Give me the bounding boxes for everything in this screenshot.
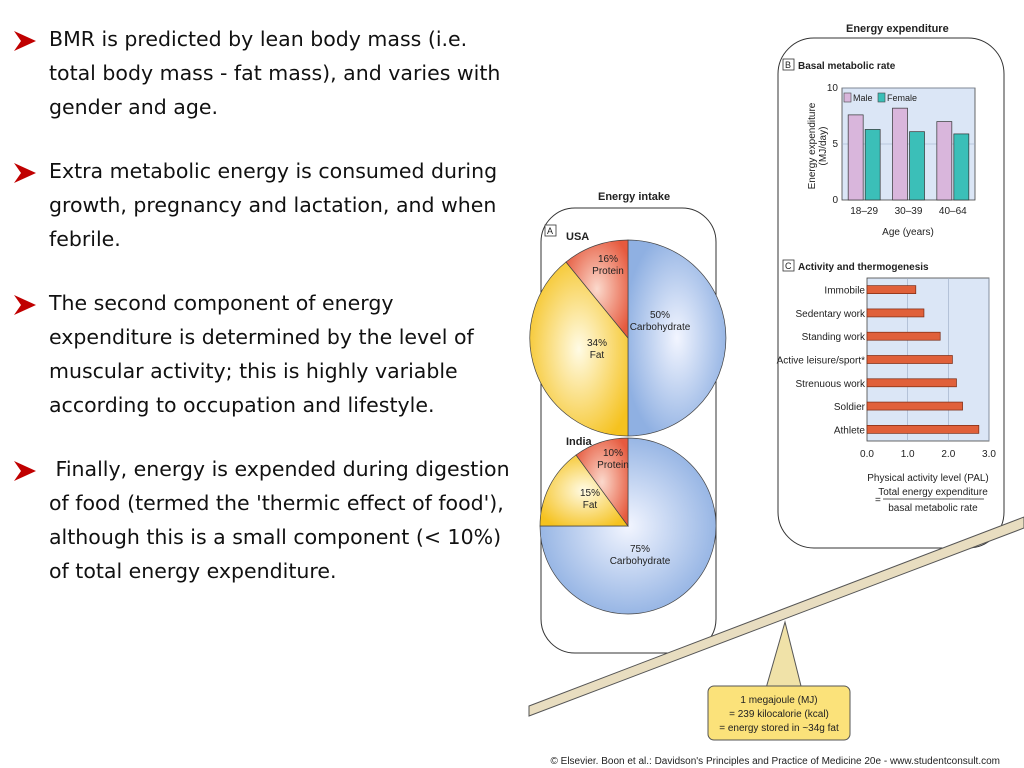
- bullet-text: The second component of energy expenditu…: [49, 291, 474, 417]
- x-tick-label: 40–64: [939, 206, 967, 217]
- activity-bar: [866, 331, 941, 341]
- arrow-bullet-icon: [14, 295, 36, 315]
- y-tick-label: 0: [832, 195, 838, 206]
- usa-label: USA: [566, 231, 589, 243]
- x-tick-label: 30–39: [895, 206, 923, 217]
- legend-label-female: Female: [887, 93, 917, 103]
- balance-beam: [528, 516, 1024, 717]
- bmr-ylabel: Energy expenditure: [807, 102, 818, 189]
- bullet-item-2: Extra metabolic energy is consumed durin…: [0, 154, 520, 256]
- legend-label-male: Male: [853, 93, 873, 103]
- x-tick-label: 2.0: [941, 449, 955, 460]
- bullet-list: BMR is predicted by lean body mass (i.e.…: [0, 22, 520, 618]
- panel-letter-box: [544, 224, 557, 237]
- category-label: Sedentary work: [796, 309, 866, 320]
- india-carb-label: Carbohydrate: [610, 556, 671, 567]
- unit-note-line-3: = energy stored in ~34g fat: [719, 723, 839, 734]
- usa-fat-pct: 34%: [587, 338, 607, 349]
- india-fat-pct: 15%: [580, 488, 600, 499]
- formula-numerator: Total energy expenditure: [878, 487, 988, 498]
- formula-denominator: basal metabolic rate: [888, 503, 978, 514]
- y-tick-label: 5: [832, 139, 838, 150]
- activity-xlabel: Physical activity level (PAL): [867, 473, 989, 484]
- category-label: Athlete: [834, 425, 866, 436]
- bar-male: [892, 107, 908, 201]
- india-fat-label: Fat: [583, 500, 598, 511]
- category-label: Strenuous work: [796, 379, 866, 390]
- legend-swatch-female: [877, 92, 886, 103]
- usa-carbohydrate-slice: [627, 239, 727, 437]
- category-label: Standing work: [802, 332, 866, 343]
- bar-female: [864, 129, 881, 201]
- activity-bar: [866, 355, 953, 364]
- usa-protein-slice: [565, 239, 629, 339]
- india-protein-label: Protein: [597, 460, 629, 471]
- energy-intake-title: Energy intake: [598, 191, 670, 203]
- activity-bar: [866, 401, 963, 411]
- panel-letter: A: [547, 226, 553, 236]
- panel-letter: C: [785, 261, 792, 271]
- bullet-item-1: BMR is predicted by lean body mass (i.e.…: [0, 22, 520, 124]
- usa-fat-slice: [529, 261, 629, 437]
- category-label: Active leisure/sport*: [777, 356, 865, 367]
- category-label: Soldier: [834, 402, 866, 413]
- arrow-bullet-icon: [14, 163, 36, 183]
- india-pie: 10% Protein 15% Fat 75% Carbohydrate: [539, 437, 717, 615]
- panel-letter-box: [782, 259, 795, 272]
- category-label: Immobile: [824, 286, 865, 297]
- x-tick-label: 3.0: [982, 449, 996, 460]
- panel-letter: B: [785, 60, 791, 70]
- unit-note-line-2: = 239 kilocalorie (kcal): [729, 709, 829, 720]
- bar-female: [953, 133, 970, 201]
- india-fat-slice: [539, 454, 629, 527]
- arrow-bullet-icon: [14, 461, 36, 481]
- bullet-text: Finally, energy is expended during diges…: [49, 457, 517, 583]
- unit-note-line-1: 1 megajoule (MJ): [740, 695, 817, 706]
- bmr-xlabel: Age (years): [882, 227, 934, 238]
- x-tick-label: 18–29: [850, 206, 878, 217]
- bullet-text: BMR is predicted by lean body mass (i.e.…: [49, 27, 501, 119]
- x-tick-label: 1.0: [901, 449, 915, 460]
- energy-expenditure-title: Energy expenditure: [846, 23, 949, 35]
- activity-chart-title: Activity and thermogenesis: [798, 262, 929, 273]
- india-carb-pct: 75%: [630, 544, 650, 555]
- x-tick-label: 0.0: [860, 449, 874, 460]
- india-protein-pct: 10%: [603, 448, 623, 459]
- usa-fat-label: Fat: [590, 350, 605, 361]
- y-tick-label: 10: [827, 83, 839, 94]
- legend-swatch-male: [843, 92, 852, 103]
- bullet-item-4: Finally, energy is expended during diges…: [0, 452, 520, 588]
- india-label: India: [566, 436, 593, 448]
- bmr-chart-title: Basal metabolic rate: [798, 61, 896, 72]
- usa-pie: 16% Protein 50% Carbohydrate 34% Fat: [529, 239, 727, 437]
- activity-bar: [866, 425, 980, 434]
- panel-letter-box: [782, 58, 795, 71]
- bullet-item-3: The second component of energy expenditu…: [0, 286, 520, 422]
- bar-male: [936, 121, 953, 201]
- activity-bar: [866, 378, 957, 388]
- bmr-ylabel-unit: (MJ/day): [818, 127, 829, 166]
- bar-female: [909, 131, 925, 201]
- bar-male: [847, 114, 864, 201]
- activity-bar: [866, 285, 917, 294]
- formula-equals: =: [875, 495, 881, 506]
- activity-bar: [866, 308, 925, 318]
- arrow-bullet-icon: [14, 31, 36, 51]
- credit-line: © Elsevier. Boon et al.: Davidson's Prin…: [551, 756, 1001, 767]
- usa-carb-label: Carbohydrate: [630, 322, 691, 333]
- bullet-text: Extra metabolic energy is consumed durin…: [49, 159, 498, 251]
- usa-protein-pct: 16%: [598, 254, 618, 265]
- usa-carb-pct: 50%: [650, 310, 670, 321]
- unit-note-box: [707, 685, 851, 741]
- india-protein-slice: [575, 437, 629, 528]
- usa-protein-label: Protein: [592, 266, 624, 277]
